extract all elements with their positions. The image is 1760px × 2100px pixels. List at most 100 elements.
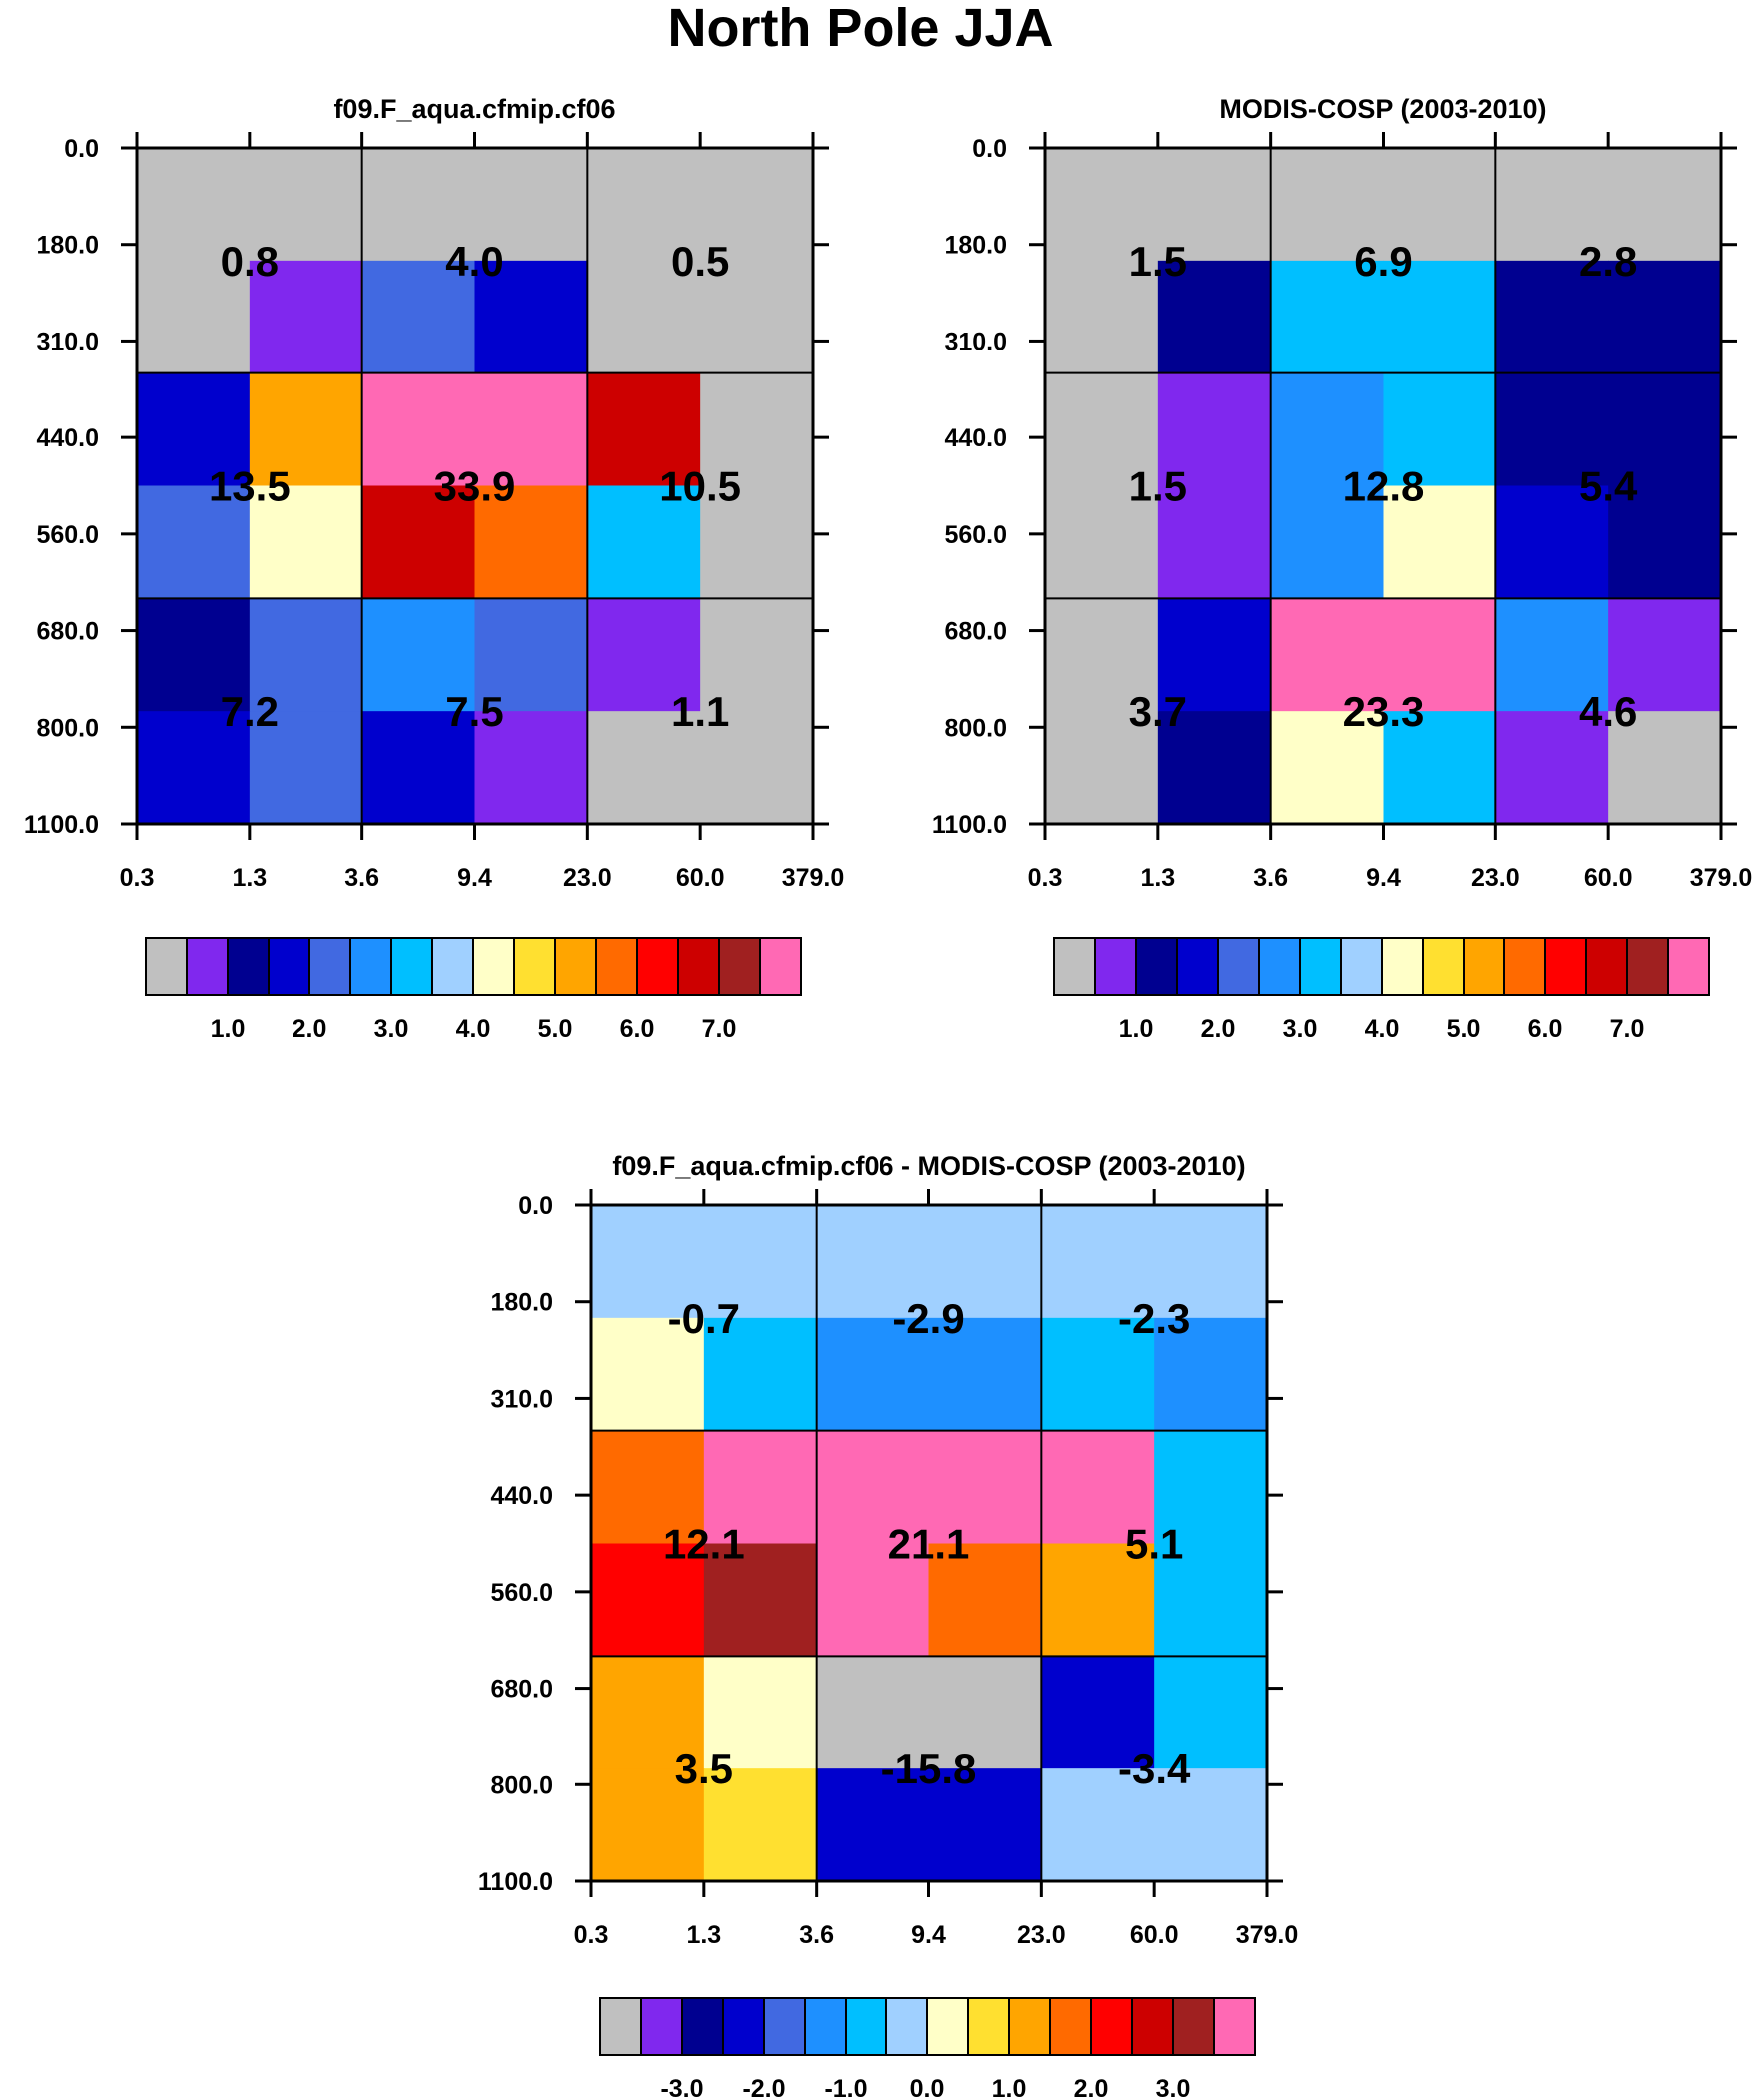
colorbar-swatch: [1585, 937, 1628, 996]
heatmap-cell: [1157, 148, 1272, 262]
heatmap-cell: [700, 485, 814, 599]
colorbar-swatch: [595, 937, 638, 996]
x-tick-label: 23.0: [1471, 864, 1520, 892]
x-tick-label: 379.0: [782, 864, 845, 892]
heatmap-cell: [1045, 598, 1159, 712]
x-tick-label: 9.4: [457, 864, 492, 892]
block-value-label: 7.5: [445, 688, 503, 735]
heatmap-cell: [816, 1656, 929, 1769]
block-value-label: 6.9: [1354, 238, 1412, 285]
heatmap-cell: [1495, 372, 1609, 486]
block-value-label: 0.8: [221, 238, 279, 285]
x-tick-label: 3.6: [799, 1921, 834, 1949]
colorbar-frame: [145, 937, 802, 996]
x-tick-label: 1.3: [686, 1921, 721, 1949]
colorbar-swatch: [804, 1997, 847, 2056]
heatmap-cell: [249, 372, 363, 486]
heatmap-cell: [1157, 598, 1272, 712]
y-tick-label: 1100.0: [24, 811, 99, 839]
block-value-label: 3.7: [1129, 688, 1187, 735]
x-tick-label: 23.0: [1017, 1921, 1066, 1949]
heatmap-cell: [1041, 1768, 1155, 1882]
heatmap-cell: [1383, 485, 1496, 599]
heatmap-cell: [703, 1656, 818, 1769]
colorbar-label: 7.0: [702, 1015, 737, 1043]
heatmap-cell: [700, 598, 814, 712]
colorbar-swatch: [1008, 1997, 1051, 2056]
y-tick-label: 0.0: [518, 1192, 553, 1220]
heatmap-cell: [249, 260, 363, 374]
colorbar-swatch: [554, 937, 597, 996]
heatmap-cell: [137, 260, 251, 374]
colorbar-swatch: [926, 1997, 969, 2056]
heatmap-cell: [591, 1205, 705, 1319]
colorbar-label: 2.0: [1074, 2075, 1109, 2100]
y-tick-label: 1100.0: [478, 1868, 553, 1896]
heatmap-cell: [700, 148, 814, 262]
heatmap-cell: [1154, 1543, 1268, 1657]
heatmap-cell: [700, 711, 814, 825]
heatmap-cell: [1157, 711, 1272, 825]
heatmap-cell: [587, 372, 701, 486]
heatmap-cell: [249, 485, 363, 599]
x-tick-label: 1.3: [232, 864, 267, 892]
colorbar-swatch: [718, 937, 761, 996]
colorbar-swatch: [1172, 1997, 1215, 2056]
colorbar-swatch: [1176, 937, 1219, 996]
y-tick-label: 0.0: [972, 135, 1007, 163]
block-value-label: 21.1: [888, 1521, 970, 1568]
x-tick-label: 23.0: [563, 864, 612, 892]
y-tick-label: 560.0: [36, 521, 99, 549]
y-tick-label: 180.0: [490, 1289, 553, 1317]
colorbar-swatch: [1090, 1997, 1133, 2056]
heatmap-cell: [700, 260, 814, 374]
block-value-label: 0.5: [671, 238, 729, 285]
colorbar-label: 0.0: [910, 2075, 945, 2100]
colorbar-label: -1.0: [824, 2075, 867, 2100]
colorbar-swatch: [763, 1997, 806, 2056]
panel-title: MODIS-COSP (2003-2010): [1219, 94, 1546, 124]
colorbar-label: 4.0: [1365, 1015, 1400, 1043]
colorbar-swatch: [1544, 937, 1587, 996]
y-tick-label: 680.0: [944, 618, 1007, 646]
heatmap-cell: [249, 148, 363, 262]
heatmap-cell: [1154, 1205, 1268, 1319]
block-value-label: 33.9: [434, 463, 516, 510]
x-tick-label: 1.3: [1140, 864, 1175, 892]
heatmap-cell: [361, 260, 475, 374]
heatmap-cell: [1270, 485, 1384, 599]
colorbar: 1.0 2.0 3.0 4.0 5.0 6.0 7.0: [1053, 937, 1710, 1043]
heatmap-cell: [1383, 372, 1496, 486]
colorbar-swatch: [1626, 937, 1669, 996]
colorbar-swatch: [599, 1997, 642, 2056]
colorbar-swatch: [472, 937, 515, 996]
colorbar-swatch: [390, 937, 433, 996]
block-value-label: 7.2: [221, 688, 279, 735]
heatmap-cell: [587, 598, 701, 712]
heatmap-cell: [587, 485, 701, 599]
block-value-label: 2.8: [1579, 238, 1637, 285]
heatmap-cell: [1495, 485, 1609, 599]
heatmap-cell: [1045, 485, 1159, 599]
panel-3: f09.F_aqua.cfmip.cf06 - MODIS-COSP (2003…: [478, 1151, 1298, 2100]
colorbar-label: 3.0: [1156, 2075, 1191, 2100]
heatmap-cell: [591, 1656, 705, 1769]
colorbar-swatch: [1094, 937, 1137, 996]
colorbar-swatch: [1258, 937, 1301, 996]
y-tick-label: 310.0: [36, 328, 99, 355]
heatmap-cell: [816, 1317, 929, 1432]
heatmap-cell: [587, 711, 701, 825]
heatmap-cell: [587, 148, 701, 262]
heatmap-cell: [1495, 598, 1609, 712]
heatmap-cell: [1383, 260, 1496, 374]
y-tick-label: 440.0: [944, 424, 1007, 452]
colorbar-swatch: [513, 937, 556, 996]
colorbar-label: 5.0: [1447, 1015, 1481, 1043]
heatmap-cell: [591, 1543, 705, 1657]
heatmap-cell: [1157, 260, 1272, 374]
colorbar-label: 1.0: [1119, 1015, 1154, 1043]
heatmap-cell: [474, 372, 588, 486]
heatmap-cell: [1045, 148, 1159, 262]
heatmap-cell: [816, 1543, 929, 1657]
heatmap-cell: [1045, 711, 1159, 825]
